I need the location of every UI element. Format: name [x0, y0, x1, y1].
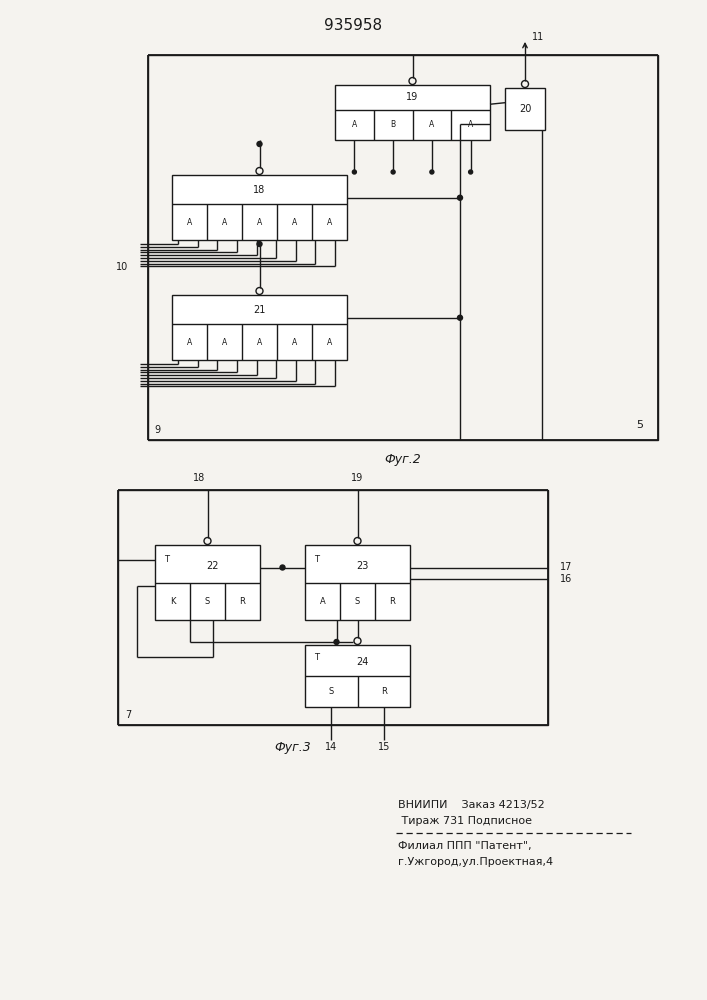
- Bar: [305, 545, 410, 620]
- Circle shape: [469, 170, 472, 174]
- Text: Филиал ППП "Патент",: Филиал ППП "Патент",: [398, 841, 532, 851]
- Text: ВНИИПИ    Заказ 4213/52: ВНИИПИ Заказ 4213/52: [398, 800, 545, 810]
- Text: 16: 16: [560, 574, 572, 584]
- Text: 23: 23: [356, 561, 368, 571]
- Text: 17: 17: [560, 562, 573, 572]
- Bar: [335, 85, 490, 140]
- Text: A: A: [257, 338, 262, 347]
- Text: 18: 18: [253, 185, 266, 195]
- Text: Тираж 731 Подписное: Тираж 731 Подписное: [398, 816, 532, 826]
- Text: г.Ужгород,ул.Проектная,4: г.Ужгород,ул.Проектная,4: [398, 857, 553, 867]
- Text: 21: 21: [253, 305, 266, 315]
- Circle shape: [257, 141, 262, 146]
- Circle shape: [430, 170, 434, 174]
- Text: 22: 22: [206, 561, 218, 571]
- Text: A: A: [222, 218, 227, 227]
- Text: 19: 19: [351, 473, 363, 483]
- Text: S: S: [329, 687, 334, 696]
- Bar: [172, 295, 347, 360]
- Bar: [148, 55, 658, 440]
- Circle shape: [457, 195, 462, 200]
- Bar: [118, 490, 548, 725]
- Text: S: S: [355, 597, 360, 606]
- Bar: [505, 88, 545, 130]
- Text: 15: 15: [378, 742, 390, 752]
- Bar: [155, 545, 260, 620]
- Text: 9: 9: [154, 425, 160, 435]
- Bar: [305, 645, 410, 707]
- Text: 20: 20: [519, 104, 531, 114]
- Circle shape: [280, 565, 285, 570]
- Text: 7: 7: [125, 710, 132, 720]
- Text: A: A: [352, 120, 357, 129]
- Circle shape: [334, 640, 339, 645]
- Text: A: A: [327, 218, 332, 227]
- Text: A: A: [222, 338, 227, 347]
- Text: 14: 14: [325, 742, 337, 752]
- Text: B: B: [390, 120, 396, 129]
- Text: A: A: [187, 218, 192, 227]
- Text: Фуг.2: Фуг.2: [385, 454, 421, 466]
- Text: 10: 10: [116, 262, 128, 272]
- Text: 19: 19: [407, 92, 419, 102]
- Bar: [172, 175, 347, 240]
- Text: 5: 5: [636, 420, 643, 430]
- Text: S: S: [205, 597, 210, 606]
- Circle shape: [257, 241, 262, 246]
- Text: A: A: [292, 218, 297, 227]
- Text: R: R: [390, 597, 395, 606]
- Circle shape: [352, 170, 356, 174]
- Text: A: A: [320, 597, 325, 606]
- Text: A: A: [292, 338, 297, 347]
- Text: A: A: [327, 338, 332, 347]
- Circle shape: [391, 170, 395, 174]
- Text: T: T: [314, 556, 319, 564]
- Text: 11: 11: [532, 32, 544, 42]
- Circle shape: [457, 315, 462, 320]
- Text: 24: 24: [356, 657, 368, 667]
- Text: A: A: [429, 120, 435, 129]
- Text: T: T: [314, 653, 319, 662]
- Text: 935958: 935958: [324, 17, 382, 32]
- Text: A: A: [257, 218, 262, 227]
- Text: T: T: [164, 556, 169, 564]
- Text: 18: 18: [194, 473, 206, 483]
- Text: A: A: [468, 120, 473, 129]
- Text: R: R: [240, 597, 245, 606]
- Text: K: K: [170, 597, 175, 606]
- Text: Фуг.3: Фуг.3: [274, 740, 311, 754]
- Text: R: R: [381, 687, 387, 696]
- Text: A: A: [187, 338, 192, 347]
